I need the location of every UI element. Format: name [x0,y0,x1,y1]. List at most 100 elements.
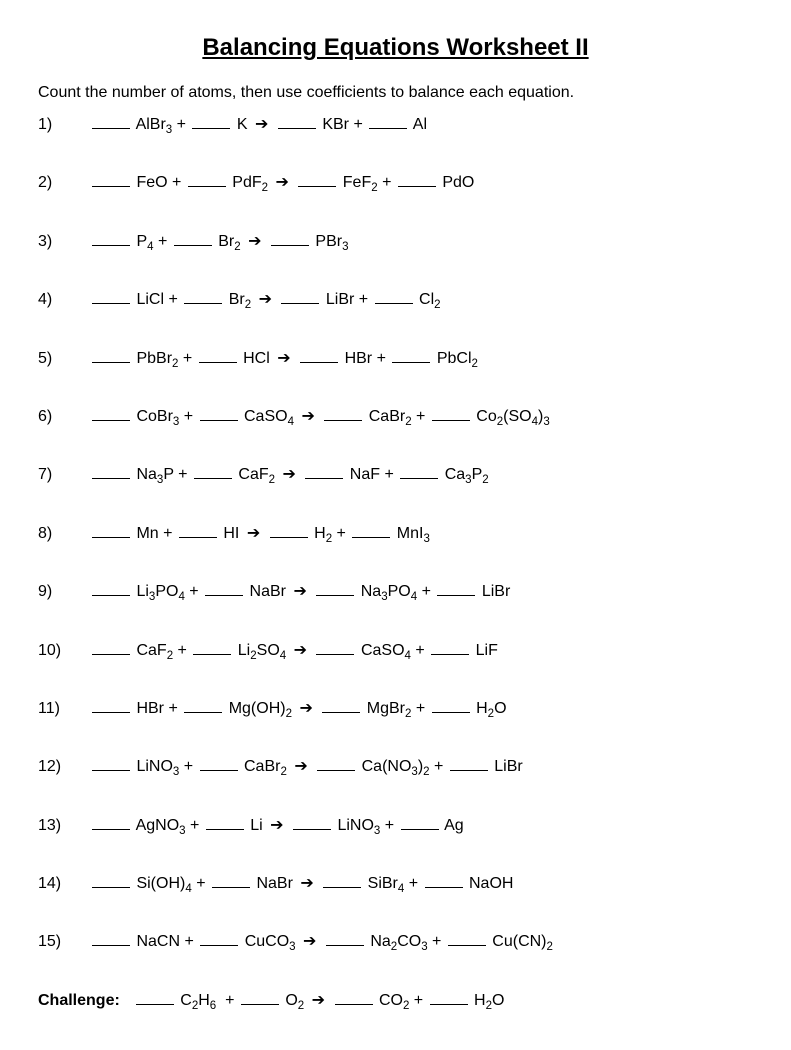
compound: CaBr2 [244,758,287,775]
coefficient-blank[interactable] [136,990,174,1004]
coefficient-blank[interactable] [92,874,130,888]
coefficient-blank[interactable] [199,348,237,362]
coefficient-blank[interactable] [400,465,438,479]
compound: NaF [350,466,380,483]
coefficient-blank[interactable] [326,932,364,946]
reaction-arrow-icon: ➔ [275,174,288,191]
coefficient-blank[interactable] [92,932,130,946]
coefficient-blank[interactable] [92,407,130,421]
reaction-arrow-icon: ➔ [293,583,306,600]
coefficient-blank[interactable] [316,640,354,654]
compound: FeO [136,174,167,191]
coefficient-blank[interactable] [92,231,130,245]
problem-row: 15) NaCN + CuCO3 ➔ Na2CO3 + Cu(CN)2 [38,931,753,953]
problem-row: 9) Li3PO4 + NaBr ➔ Na3PO4 + LiBr [38,581,753,603]
coefficient-blank[interactable] [432,699,470,713]
coefficient-blank[interactable] [200,932,238,946]
compound: LiNO3 [136,758,179,775]
coefficient-blank[interactable] [281,290,319,304]
coefficient-blank[interactable] [293,815,331,829]
compound: Mg(OH)2 [229,700,292,717]
coefficient-blank[interactable] [92,815,130,829]
compound: H2O [476,700,506,717]
problem-number: 5) [38,348,90,370]
compound: NaBr [250,583,286,600]
coefficient-blank[interactable] [432,407,470,421]
coefficient-blank[interactable] [322,699,360,713]
compound: LiBr [494,758,522,775]
coefficient-blank[interactable] [92,115,130,129]
coefficient-blank[interactable] [335,990,373,1004]
compound: AlBr3 [136,116,173,133]
reaction-arrow-icon: ➔ [294,758,307,775]
coefficient-blank[interactable] [184,290,222,304]
coefficient-blank[interactable] [212,874,250,888]
coefficient-blank[interactable] [92,757,130,771]
coefficient-blank[interactable] [270,523,308,537]
problem-row: 7) Na3P + CaF2 ➔ NaF + Ca3P2 [38,464,753,486]
coefficient-blank[interactable] [92,523,130,537]
coefficient-blank[interactable] [205,582,243,596]
problem-number: 1) [38,114,90,136]
compound: MgBr2 [367,700,412,717]
problem-row: 6) CoBr3 + CaSO4 ➔ CaBr2 + Co2(SO4)3 [38,406,753,428]
coefficient-blank[interactable] [401,815,439,829]
coefficient-blank[interactable] [188,173,226,187]
compound: CaF2 [238,466,275,483]
reaction-arrow-icon: ➔ [247,525,260,542]
coefficient-blank[interactable] [92,348,130,362]
compound: MnI3 [397,525,430,542]
coefficient-blank[interactable] [448,932,486,946]
compound: PbCl2 [437,350,478,367]
coefficient-blank[interactable] [392,348,430,362]
coefficient-blank[interactable] [92,582,130,596]
coefficient-blank[interactable] [92,640,130,654]
compound: LiF [476,642,498,659]
coefficient-blank[interactable] [316,582,354,596]
coefficient-blank[interactable] [200,757,238,771]
coefficient-blank[interactable] [298,173,336,187]
coefficient-blank[interactable] [450,757,488,771]
coefficient-blank[interactable] [375,290,413,304]
coefficient-blank[interactable] [317,757,355,771]
compound: PBr3 [315,233,348,250]
coefficient-blank[interactable] [430,990,468,1004]
coefficient-blank[interactable] [323,874,361,888]
coefficient-blank[interactable] [352,523,390,537]
coefficient-blank[interactable] [278,115,316,129]
coefficient-blank[interactable] [431,640,469,654]
coefficient-blank[interactable] [300,348,338,362]
coefficient-blank[interactable] [324,407,362,421]
coefficient-blank[interactable] [271,231,309,245]
coefficient-blank[interactable] [437,582,475,596]
reaction-arrow-icon: ➔ [303,933,316,950]
coefficient-blank[interactable] [193,640,231,654]
coefficient-blank[interactable] [369,115,407,129]
coefficient-blank[interactable] [305,465,343,479]
coefficient-blank[interactable] [92,173,130,187]
equation: Na3P + CaF2 ➔ NaF + Ca3P2 [90,464,753,486]
problem-number: 8) [38,523,90,545]
compound: Ca3P2 [445,466,489,483]
coefficient-blank[interactable] [92,699,130,713]
coefficient-blank[interactable] [398,173,436,187]
coefficient-blank[interactable] [184,699,222,713]
coefficient-blank[interactable] [92,290,130,304]
equation: Mn + HI ➔ H2 + MnI3 [90,523,753,545]
coefficient-blank[interactable] [174,231,212,245]
coefficient-blank[interactable] [206,815,244,829]
problem-number: 7) [38,464,90,486]
equation: CoBr3 + CaSO4 ➔ CaBr2 + Co2(SO4)3 [90,406,753,428]
coefficient-blank[interactable] [425,874,463,888]
compound: HCl [243,350,270,367]
compound: CaSO4 [361,642,411,659]
coefficient-blank[interactable] [200,407,238,421]
compound: NaOH [469,875,513,892]
coefficient-blank[interactable] [241,990,279,1004]
coefficient-blank[interactable] [92,465,130,479]
coefficient-blank[interactable] [194,465,232,479]
compound: PdF2 [232,174,268,191]
coefficient-blank[interactable] [192,115,230,129]
compound: P4 [136,233,153,250]
coefficient-blank[interactable] [179,523,217,537]
